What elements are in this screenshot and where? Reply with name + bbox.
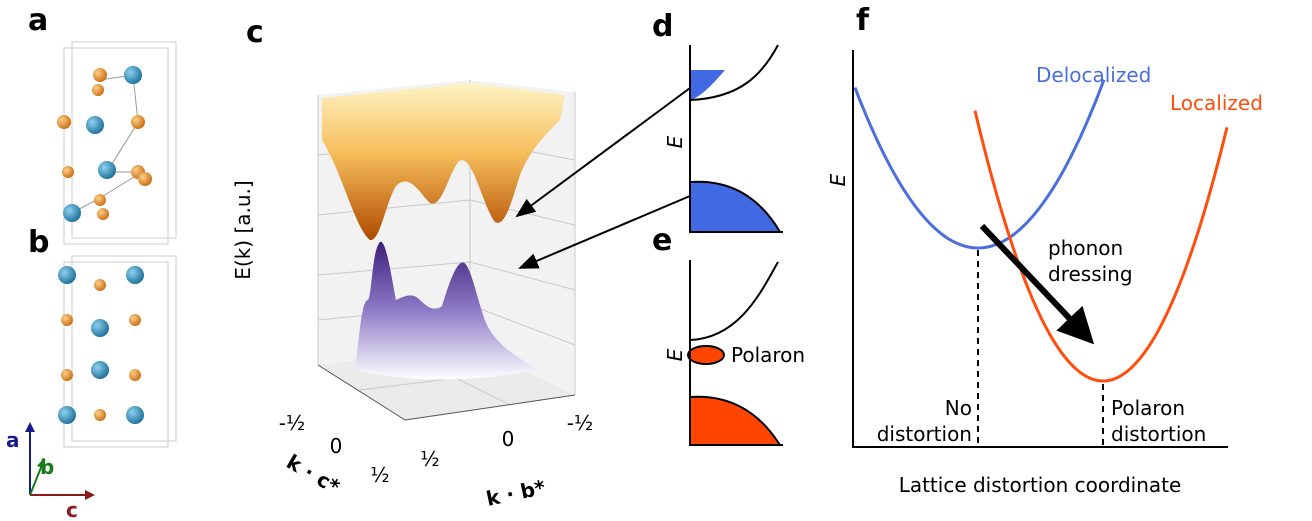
- triad-label: a: [6, 428, 20, 452]
- panel-label: f: [856, 3, 870, 38]
- band-diagram-d: [689, 44, 783, 233]
- axis-label: E: [826, 173, 850, 186]
- triad-label: c: [66, 498, 78, 521]
- tick-label: 0: [330, 434, 343, 458]
- marker-label: distortion: [877, 422, 972, 446]
- marker-label: distortion: [1111, 422, 1206, 446]
- surface-box: [317, 80, 576, 421]
- atoms-a: [57, 66, 152, 222]
- axis-label: E: [663, 348, 687, 361]
- tick-label: ½: [420, 447, 439, 471]
- tick-label: -½: [279, 411, 306, 435]
- panel-label: d: [652, 9, 673, 44]
- curve-label: Localized: [1170, 91, 1263, 115]
- tick-label: -½: [567, 411, 594, 435]
- arrow-label: phonon: [1048, 236, 1123, 260]
- axis-label: k · b*: [484, 475, 548, 511]
- panel-label: e: [652, 223, 672, 258]
- panel-label: b: [28, 225, 49, 260]
- energy-diagram: [852, 50, 1229, 448]
- axes-triad: [25, 422, 95, 500]
- marker-label: No: [945, 396, 972, 420]
- panel-label: c: [246, 15, 264, 50]
- arrow-label: dressing: [1048, 262, 1133, 286]
- band-diagram-e: [687, 260, 783, 446]
- triad-label: b: [40, 455, 54, 479]
- arrow: [518, 195, 691, 269]
- x-axis-label: Lattice distortion coordinate: [899, 473, 1182, 497]
- tick-label: ½: [370, 463, 389, 487]
- marker-label: Polaron: [1111, 396, 1185, 420]
- arrow: [515, 87, 691, 218]
- annotation: Polaron: [731, 343, 805, 367]
- panel-label: a: [28, 3, 48, 38]
- crystal-b: [63, 255, 177, 448]
- axis-label: E: [663, 135, 687, 148]
- atoms-b: [58, 266, 144, 424]
- tick-label: 0: [502, 427, 515, 451]
- curve-label: Delocalized: [1036, 63, 1151, 87]
- z-axis-label: E(k) [a.u.]: [231, 180, 255, 279]
